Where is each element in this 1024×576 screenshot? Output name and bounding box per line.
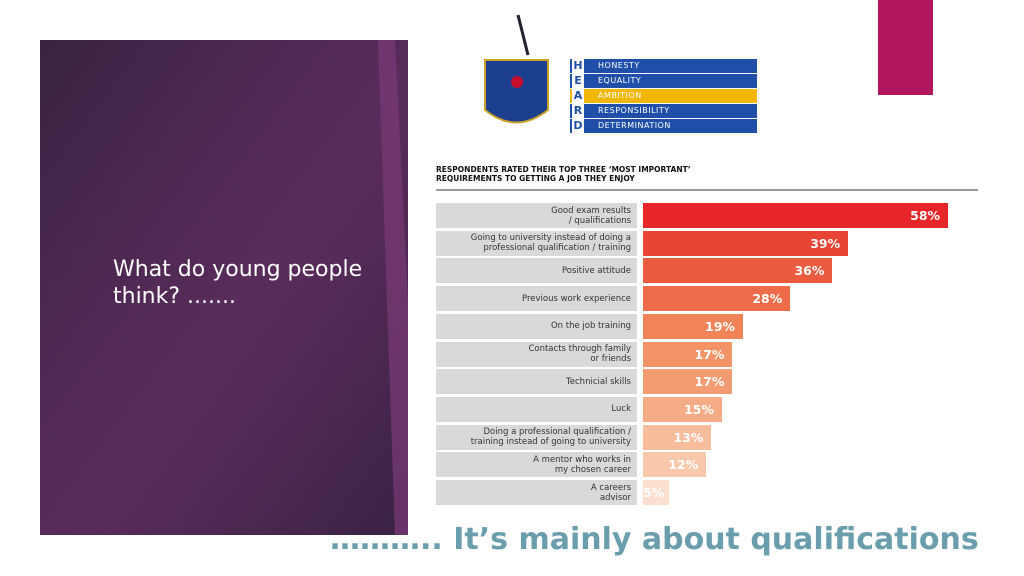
- crest: [484, 59, 549, 124]
- logo-letter: D: [572, 119, 584, 133]
- crest-heart: [511, 76, 523, 88]
- logo-row: H HONESTY: [570, 58, 757, 73]
- category-box: Good exam results / qualifications: [436, 203, 637, 228]
- bar: [643, 286, 791, 312]
- bar: [643, 424, 712, 450]
- value-label: 58%: [910, 208, 941, 223]
- value-label: 17%: [694, 346, 725, 362]
- category-box: A mentor who works in my chosen career: [436, 452, 637, 478]
- category-label: A mentor who works in my chosen career: [533, 454, 631, 475]
- logo-word: RESPONSIBILITY: [598, 106, 670, 115]
- bar: [643, 258, 833, 284]
- category-label: Going to university instead of doing a p…: [470, 233, 631, 254]
- panel: [40, 40, 408, 535]
- accent: [878, 0, 933, 95]
- value-label: 13%: [673, 429, 704, 445]
- category-box: Previous work experience: [436, 286, 637, 312]
- category-box: Luck: [436, 396, 637, 422]
- value-label: 17%: [694, 374, 725, 390]
- logo-row: D DETERMINATION: [570, 118, 757, 133]
- category-box: On the job training: [436, 313, 637, 339]
- bar: [643, 396, 722, 422]
- value-label: 36%: [794, 263, 825, 279]
- logo-letter: E: [572, 74, 584, 88]
- logo-letter: R: [572, 104, 584, 118]
- category-label: Doing a professional qualification / tra…: [470, 427, 631, 448]
- category-box: A careers advisor: [436, 480, 637, 505]
- category-label: Luck: [611, 404, 631, 415]
- bar: [643, 313, 743, 339]
- logo-word: AMBITION: [598, 91, 642, 100]
- caption: ……….. It’s mainly about qualifications: [330, 522, 979, 557]
- value-label: 5%: [643, 485, 665, 500]
- logo-word: DETERMINATION: [598, 121, 671, 130]
- category-label: Contacts through family or friends: [528, 344, 631, 364]
- value-label: 15%: [683, 401, 714, 417]
- heading: What do young people think? .......: [113, 257, 363, 309]
- category-box: Contacts through family or friends: [436, 341, 637, 367]
- panel-stripe: [378, 40, 408, 535]
- logo-row: R RESPONSIBILITY: [570, 103, 757, 118]
- value-label: 39%: [810, 235, 841, 251]
- category-label: A careers advisor: [590, 482, 631, 503]
- category-box: Positive attitude: [436, 258, 637, 284]
- logo-word: EQUALITY: [598, 76, 642, 85]
- category-label: Technicial skills: [566, 376, 631, 387]
- bar: [643, 369, 733, 395]
- bar: [643, 230, 849, 256]
- category-box: Doing a professional qualification / tra…: [436, 424, 637, 450]
- category-box: Technicial skills: [436, 369, 637, 395]
- bar: [643, 341, 733, 367]
- logo-row: E EQUALITY: [570, 73, 757, 88]
- bar: [643, 203, 949, 228]
- category-label: Previous work experience: [521, 293, 631, 304]
- logo: H HONESTY E EQUALITY A AMBITION R RESPONSIBILIT…: [570, 58, 757, 133]
- category-box: Going to university instead of doing a p…: [436, 230, 637, 256]
- chart-title: RESPONDENTS RATED THEIR TOP THREE ‘MOST …: [436, 165, 691, 183]
- crest-figure: [516, 14, 530, 56]
- bar: [643, 480, 670, 505]
- category-label: Good exam results / qualifications: [551, 205, 631, 226]
- logo-word: HONESTY: [598, 61, 640, 70]
- value-label: 19%: [705, 318, 735, 334]
- category-label: On the job training: [550, 321, 631, 332]
- bar: [643, 452, 707, 478]
- value-label: 12%: [668, 457, 699, 473]
- category-label: Positive attitude: [561, 265, 631, 276]
- value-label: 28%: [752, 291, 783, 307]
- logo-row: A AMBITION: [570, 88, 757, 103]
- logo-letter: A: [572, 89, 584, 103]
- logo-letter: H: [572, 59, 584, 73]
